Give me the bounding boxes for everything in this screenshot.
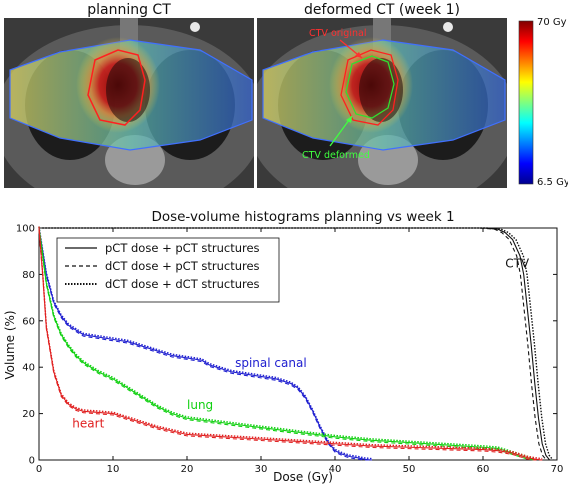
y-axis-label: Volume (%) (3, 310, 17, 379)
annotation-lung: lung (187, 398, 213, 412)
y-tick-label-40: 40 (22, 363, 35, 374)
x-tick-label-60: 60 (477, 464, 490, 475)
series-heart-dashed (38, 229, 543, 461)
series-CTV-dotted (42, 227, 554, 461)
y-tick-label-20: 20 (22, 409, 35, 420)
colorbar-max-label: 70 Gy (537, 17, 567, 28)
dvh-plot: 0 10 20 30 40 50 60 70 0 20 40 60 80 100 CTV spinal can… (16, 224, 563, 476)
ctv-original-arrowhead (355, 52, 362, 58)
x-tick-label-30: 30 (255, 464, 268, 475)
x-axis-label: Dose (Gy) (273, 470, 333, 484)
colorbar-min-label: 6.5 Gy (537, 177, 568, 188)
legend-label-dotted: dCT dose + dCT structures (105, 277, 260, 291)
x-tick-label-70: 70 (551, 464, 564, 475)
x-tick-label-40: 40 (329, 464, 342, 475)
annotation-heart: heart (72, 417, 104, 431)
x-tick-label-0: 0 (36, 464, 42, 475)
legend-box (56, 237, 280, 303)
x-tick-label-50: 50 (403, 464, 416, 475)
series-lung-solid (38, 227, 535, 461)
dose-colorbar (518, 20, 534, 185)
annotation-spinal-canal: spinal canal (235, 356, 307, 370)
deformed-ct-image (257, 18, 507, 188)
legend-label-solid: pCT dose + pCT structures (105, 241, 260, 255)
series-spinal-canal-dashed (38, 229, 372, 461)
y-tick-label-0: 0 (29, 456, 35, 467)
x-tick-label-20: 20 (181, 464, 194, 475)
annotation-CTV: CTV (505, 256, 530, 270)
y-tick-label-60: 60 (22, 316, 35, 327)
series-CTV-dashed (39, 227, 547, 461)
series-spinal-canal-solid (38, 227, 373, 461)
ctv-deformed-label: CTV deformed (302, 150, 370, 161)
planning-ct-image (4, 18, 254, 188)
series-heart-solid (38, 227, 543, 461)
ctv-original-label: CTV original (309, 28, 366, 39)
right-panel-title: deformed CT (week 1) (304, 2, 460, 18)
series-heart-dotted (38, 226, 543, 460)
chart-title: Dose-volume histograms planning vs week … (151, 209, 454, 225)
legend-label-dashed: dCT dose + pCT structures (105, 259, 260, 273)
series-CTV-solid (39, 227, 551, 461)
x-tick-label-10: 10 (107, 464, 120, 475)
ctv-deformed-arrowhead (346, 116, 352, 123)
y-tick-label-100: 100 (16, 224, 35, 235)
left-panel-title: planning CT (87, 2, 171, 18)
y-tick-label-80: 80 (22, 270, 35, 281)
